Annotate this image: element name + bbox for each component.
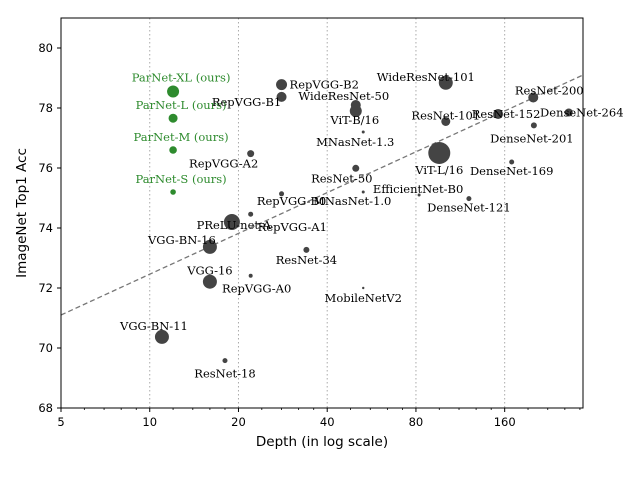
y-tick-label: 80 xyxy=(38,41,53,55)
x-tick-label: 80 xyxy=(409,415,424,429)
data-point xyxy=(352,164,360,172)
point-label: MNasNet-1.3 xyxy=(316,135,394,149)
point-label: VGG-BN-16 xyxy=(147,233,216,247)
data-point xyxy=(361,130,365,134)
point-label: RepVGG-A2 xyxy=(189,157,258,171)
x-tick-label: 20 xyxy=(231,415,246,429)
point-label: ParNet-XL (ours) xyxy=(132,71,231,85)
data-point xyxy=(361,190,365,194)
point-label: ViT-L/16 xyxy=(414,163,463,177)
x-tick-label: 40 xyxy=(320,415,335,429)
point-label: DenseNet-121 xyxy=(427,201,510,215)
data-point xyxy=(248,211,254,217)
data-point xyxy=(428,142,451,164)
data-point xyxy=(167,85,180,98)
y-tick-label: 76 xyxy=(38,161,53,175)
point-labels: ParNet-XL (ours) ParNet-L (ours) ParNet-M … xyxy=(119,70,623,381)
point-label: EfficientNet-B0 xyxy=(373,182,463,196)
data-point xyxy=(276,79,288,91)
point-label: RepVGG-A1 xyxy=(258,220,327,234)
point-label: ResNet-50 xyxy=(311,171,372,185)
x-axis-ticks: 5 10 20 40 80 160 xyxy=(57,408,581,429)
point-label: DenseNet-264 xyxy=(540,106,623,120)
x-tick-label: 160 xyxy=(494,415,516,429)
point-label: RepVGG-A0 xyxy=(222,282,291,296)
x-axis-title: Depth (in log scale) xyxy=(256,434,388,450)
y-tick-label: 70 xyxy=(38,341,53,355)
point-label: RepVGG-B0 xyxy=(257,194,326,208)
point-label: DenseNet-169 xyxy=(470,164,553,178)
point-label: RepVGG-B2 xyxy=(290,78,359,92)
plot-frame xyxy=(60,17,584,409)
data-point xyxy=(303,246,310,253)
data-point xyxy=(349,105,362,117)
data-point xyxy=(528,92,539,103)
y-tick-label: 74 xyxy=(38,221,53,235)
data-point xyxy=(169,146,177,154)
point-label: ViT-B/16 xyxy=(329,113,379,127)
data-point xyxy=(168,113,178,123)
data-point xyxy=(362,286,365,290)
x-tick-label: 10 xyxy=(142,415,157,429)
data-point xyxy=(154,329,169,344)
data-point xyxy=(441,117,451,126)
data-points xyxy=(154,75,573,364)
point-label: DenseNet-201 xyxy=(490,131,573,145)
data-point xyxy=(202,239,217,254)
point-label: WideResNet-101 xyxy=(377,70,475,84)
point-label: ResNet-101 xyxy=(411,109,480,123)
data-point xyxy=(202,274,217,289)
point-label: MobileNetV2 xyxy=(325,291,402,305)
point-label: ResNet-200 xyxy=(515,84,584,98)
data-point xyxy=(223,214,240,230)
point-label: MNasNet-1.0 xyxy=(313,194,391,208)
point-label: ResNet-34 xyxy=(276,253,337,267)
point-label: ParNet-M (ours) xyxy=(134,130,229,144)
y-tick-label: 68 xyxy=(38,401,53,415)
y-axis-title: ImageNet Top1 Acc xyxy=(14,148,30,278)
point-label: PReLU-net-A xyxy=(197,218,272,232)
point-label: VGG-BN-11 xyxy=(119,319,188,333)
point-label: VGG-16 xyxy=(186,264,232,278)
data-point xyxy=(276,91,287,102)
point-label: ParNet-S (ours) xyxy=(135,172,226,186)
data-point xyxy=(417,193,421,197)
y-axis-ticks: 68 70 72 74 76 78 80 xyxy=(38,41,61,415)
data-point xyxy=(279,191,285,197)
y-tick-label: 72 xyxy=(38,281,53,295)
x-tick-label: 5 xyxy=(57,415,64,429)
data-point xyxy=(438,75,453,90)
point-label: ResNet-18 xyxy=(194,367,255,381)
data-point xyxy=(248,273,253,278)
data-point xyxy=(247,150,255,158)
point-label: ParNet-L (ours) xyxy=(136,98,227,112)
y-tick-label: 78 xyxy=(38,101,53,115)
point-label: RepVGG-B1 xyxy=(212,95,281,109)
grid-lines xyxy=(149,18,506,408)
data-point xyxy=(509,159,515,165)
data-point xyxy=(170,189,176,195)
point-label: WideResNet-50 xyxy=(298,89,389,103)
point-label: ResNet-152 xyxy=(472,107,541,121)
data-point xyxy=(530,122,537,129)
data-point xyxy=(493,109,504,119)
data-point xyxy=(564,108,573,117)
data-point xyxy=(222,358,228,364)
data-point xyxy=(466,196,472,202)
